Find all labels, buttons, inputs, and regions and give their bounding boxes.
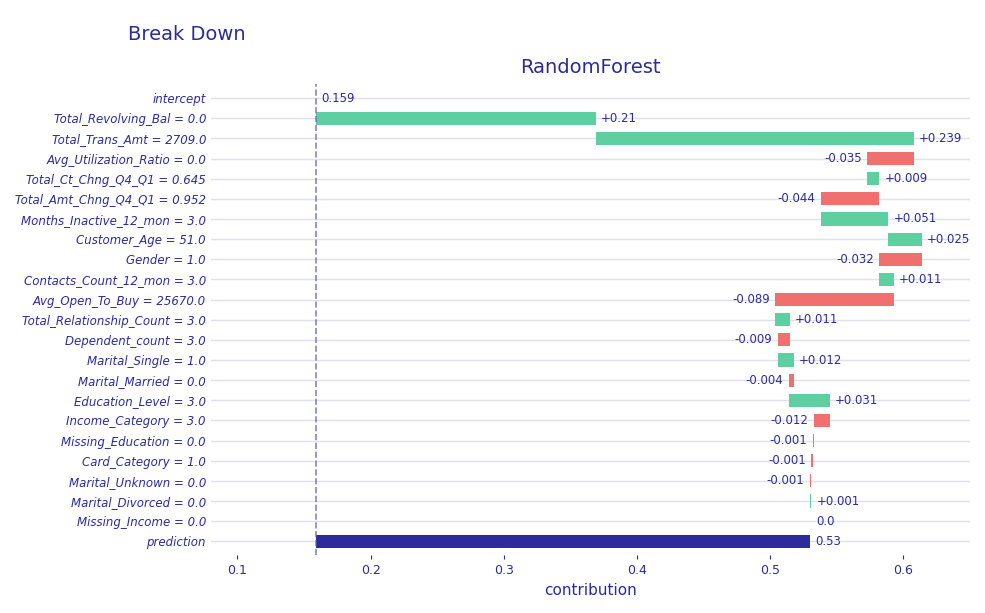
- Text: +0.031: +0.031: [835, 394, 879, 407]
- Bar: [316, 112, 596, 125]
- Text: 0.53: 0.53: [816, 535, 841, 548]
- Text: +0.001: +0.001: [817, 495, 860, 508]
- Text: +0.21: +0.21: [601, 112, 637, 125]
- Text: +0.239: +0.239: [919, 132, 962, 145]
- Text: -0.044: -0.044: [777, 192, 816, 205]
- Bar: [813, 434, 814, 447]
- Text: -0.012: -0.012: [770, 414, 809, 427]
- Bar: [879, 273, 893, 286]
- Text: -0.001: -0.001: [769, 434, 808, 447]
- Text: 0.0: 0.0: [817, 515, 835, 528]
- Bar: [879, 253, 922, 266]
- Text: +0.051: +0.051: [893, 213, 937, 226]
- Text: -0.001: -0.001: [766, 474, 805, 487]
- Text: -0.035: -0.035: [824, 152, 862, 165]
- Text: -0.009: -0.009: [735, 333, 772, 346]
- Text: +0.025: +0.025: [927, 233, 970, 246]
- Bar: [789, 373, 794, 387]
- Bar: [812, 454, 813, 467]
- Text: +0.011: +0.011: [899, 273, 943, 286]
- Text: -0.089: -0.089: [732, 293, 770, 306]
- Text: +0.012: +0.012: [799, 354, 842, 367]
- Bar: [810, 495, 812, 508]
- Text: -0.032: -0.032: [836, 253, 874, 266]
- Text: +0.009: +0.009: [885, 172, 928, 185]
- Bar: [789, 394, 829, 407]
- Bar: [775, 293, 893, 306]
- Bar: [596, 132, 914, 145]
- Bar: [821, 192, 879, 205]
- Bar: [821, 213, 888, 226]
- Bar: [814, 414, 829, 427]
- Text: 0.159: 0.159: [321, 91, 355, 105]
- Text: +0.011: +0.011: [795, 313, 838, 326]
- Bar: [778, 333, 790, 346]
- Text: -0.004: -0.004: [746, 374, 783, 387]
- Bar: [867, 172, 879, 185]
- Text: -0.001: -0.001: [768, 454, 806, 467]
- Bar: [810, 474, 812, 487]
- Title: RandomForest: RandomForest: [520, 58, 661, 77]
- Bar: [867, 152, 914, 165]
- Bar: [775, 313, 790, 326]
- Bar: [778, 354, 794, 367]
- Text: Break Down: Break Down: [128, 25, 246, 44]
- Bar: [316, 535, 810, 548]
- X-axis label: contribution: contribution: [544, 583, 636, 598]
- Bar: [888, 232, 922, 246]
